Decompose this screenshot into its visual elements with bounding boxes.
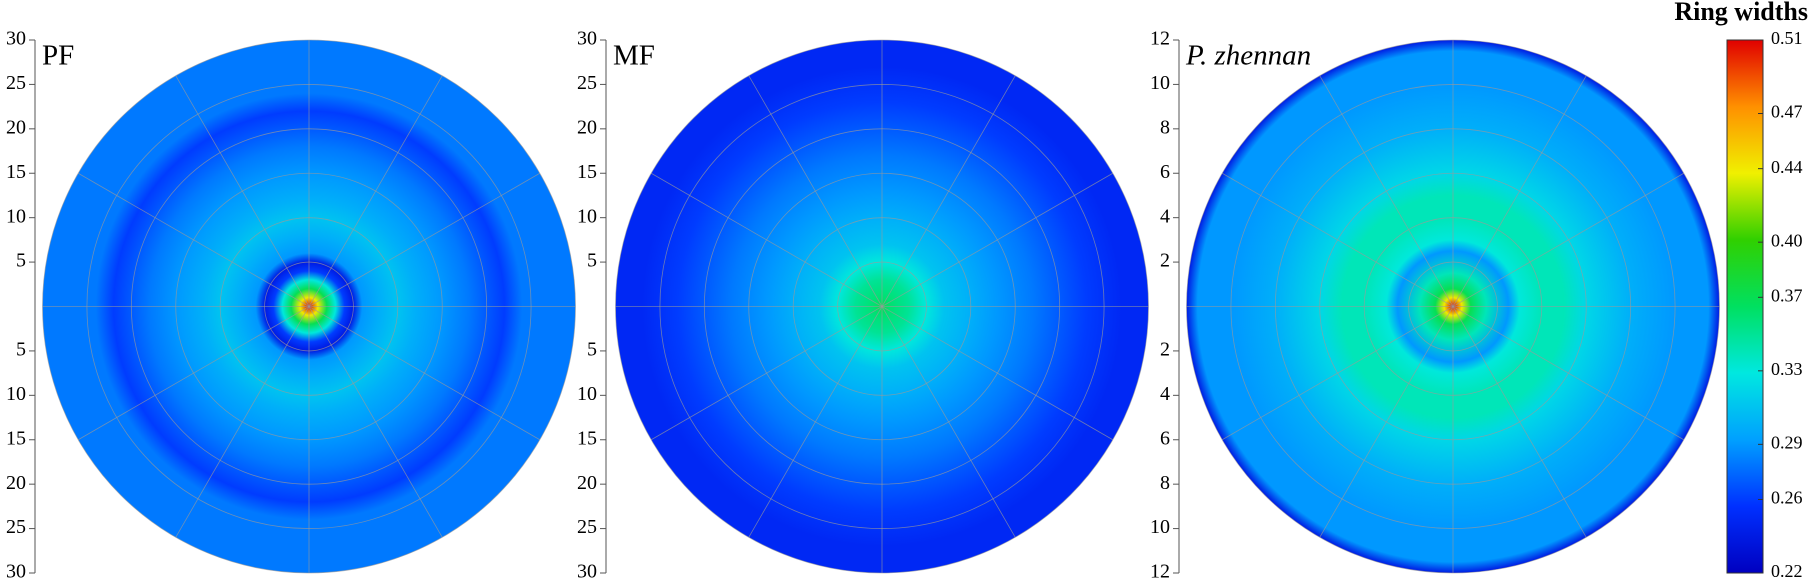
y-tick-label: 15 xyxy=(6,427,26,449)
colorbar-tick-label: 0.47 xyxy=(1771,102,1803,122)
y-tick-label: 5 xyxy=(16,250,26,272)
y-tick-label: 30 xyxy=(577,28,597,50)
grid-spoke xyxy=(881,306,1113,441)
y-tick-label: 6 xyxy=(1160,427,1170,449)
y-tick-label: 25 xyxy=(577,72,597,94)
grid-spoke xyxy=(881,306,1016,538)
grid-spoke xyxy=(1452,306,1587,538)
y-tick-label: 10 xyxy=(577,383,597,405)
y-tick-label: 15 xyxy=(577,427,597,449)
colorbar-tick-label: 0.40 xyxy=(1771,230,1803,250)
y-tick-label: 5 xyxy=(587,250,597,272)
colorbar-tick-label: 0.51 xyxy=(1771,28,1803,48)
grid-spoke xyxy=(1319,75,1454,307)
y-tick-label: 2 xyxy=(1160,339,1170,361)
grid-spoke xyxy=(1222,306,1454,441)
y-tick-label: 4 xyxy=(1160,205,1170,227)
y-tick-label: 10 xyxy=(1150,72,1170,94)
y-tick-label: 8 xyxy=(1160,472,1170,494)
grid-spoke xyxy=(748,306,883,538)
grid-spoke xyxy=(1452,172,1684,307)
grid-spoke xyxy=(78,306,310,441)
panel-label: PF xyxy=(42,40,74,72)
grid-spoke xyxy=(651,306,883,441)
y-tick-label: 20 xyxy=(577,472,597,494)
y-tick-label: 25 xyxy=(6,516,26,538)
y-tick-label: 8 xyxy=(1160,116,1170,138)
y-tick-label: 15 xyxy=(6,161,26,183)
colorbar-tick-label: 0.44 xyxy=(1771,157,1803,177)
y-tick-label: 2 xyxy=(1160,250,1170,272)
y-tick-label: 10 xyxy=(577,205,597,227)
colorbar-tick-label: 0.22 xyxy=(1771,561,1803,581)
y-tick-label: 12 xyxy=(1150,28,1170,50)
grid-spoke xyxy=(748,75,883,307)
colorbar-tick-label: 0.37 xyxy=(1771,285,1803,305)
panel-label: MF xyxy=(613,40,655,72)
y-tick-label: 4 xyxy=(1160,383,1170,405)
colorbar-tick-label: 0.29 xyxy=(1771,432,1803,452)
grid-spoke xyxy=(308,75,443,307)
grid-spoke xyxy=(1222,172,1454,307)
panel-label: P. zhennan xyxy=(1185,40,1311,72)
colorbar-title: Ring widths xyxy=(1674,0,1808,26)
grid-spoke xyxy=(78,172,310,307)
grid-spoke xyxy=(308,306,443,538)
colorbar xyxy=(1726,39,1764,574)
grid-spoke xyxy=(651,172,883,307)
grid-spoke xyxy=(308,172,540,307)
grid-spoke xyxy=(1452,306,1684,441)
grid-spoke xyxy=(881,75,1016,307)
y-tick-label: 10 xyxy=(6,383,26,405)
y-tick-label: 10 xyxy=(6,205,26,227)
y-tick-label: 20 xyxy=(577,116,597,138)
colorbar-tick-label: 0.26 xyxy=(1771,488,1803,508)
grid-spoke xyxy=(308,306,540,441)
grid-spoke xyxy=(1452,75,1587,307)
y-tick-label: 25 xyxy=(6,72,26,94)
y-tick-label: 12 xyxy=(1150,561,1170,583)
y-tick-label: 10 xyxy=(1150,516,1170,538)
grid-spoke xyxy=(1319,306,1454,538)
y-tick-label: 6 xyxy=(1160,161,1170,183)
y-tick-label: 30 xyxy=(577,561,597,583)
y-tick-label: 30 xyxy=(6,561,26,583)
y-tick-label: 5 xyxy=(16,339,26,361)
y-tick-label: 30 xyxy=(6,28,26,50)
y-tick-label: 20 xyxy=(6,472,26,494)
y-tick-label: 5 xyxy=(587,339,597,361)
grid-spoke xyxy=(881,172,1113,307)
y-tick-label: 25 xyxy=(577,516,597,538)
y-tick-label: 15 xyxy=(577,161,597,183)
grid-spoke xyxy=(175,306,310,538)
colorbar-tick-label: 0.33 xyxy=(1771,359,1803,379)
grid-spoke xyxy=(175,75,310,307)
y-tick-label: 20 xyxy=(6,116,26,138)
